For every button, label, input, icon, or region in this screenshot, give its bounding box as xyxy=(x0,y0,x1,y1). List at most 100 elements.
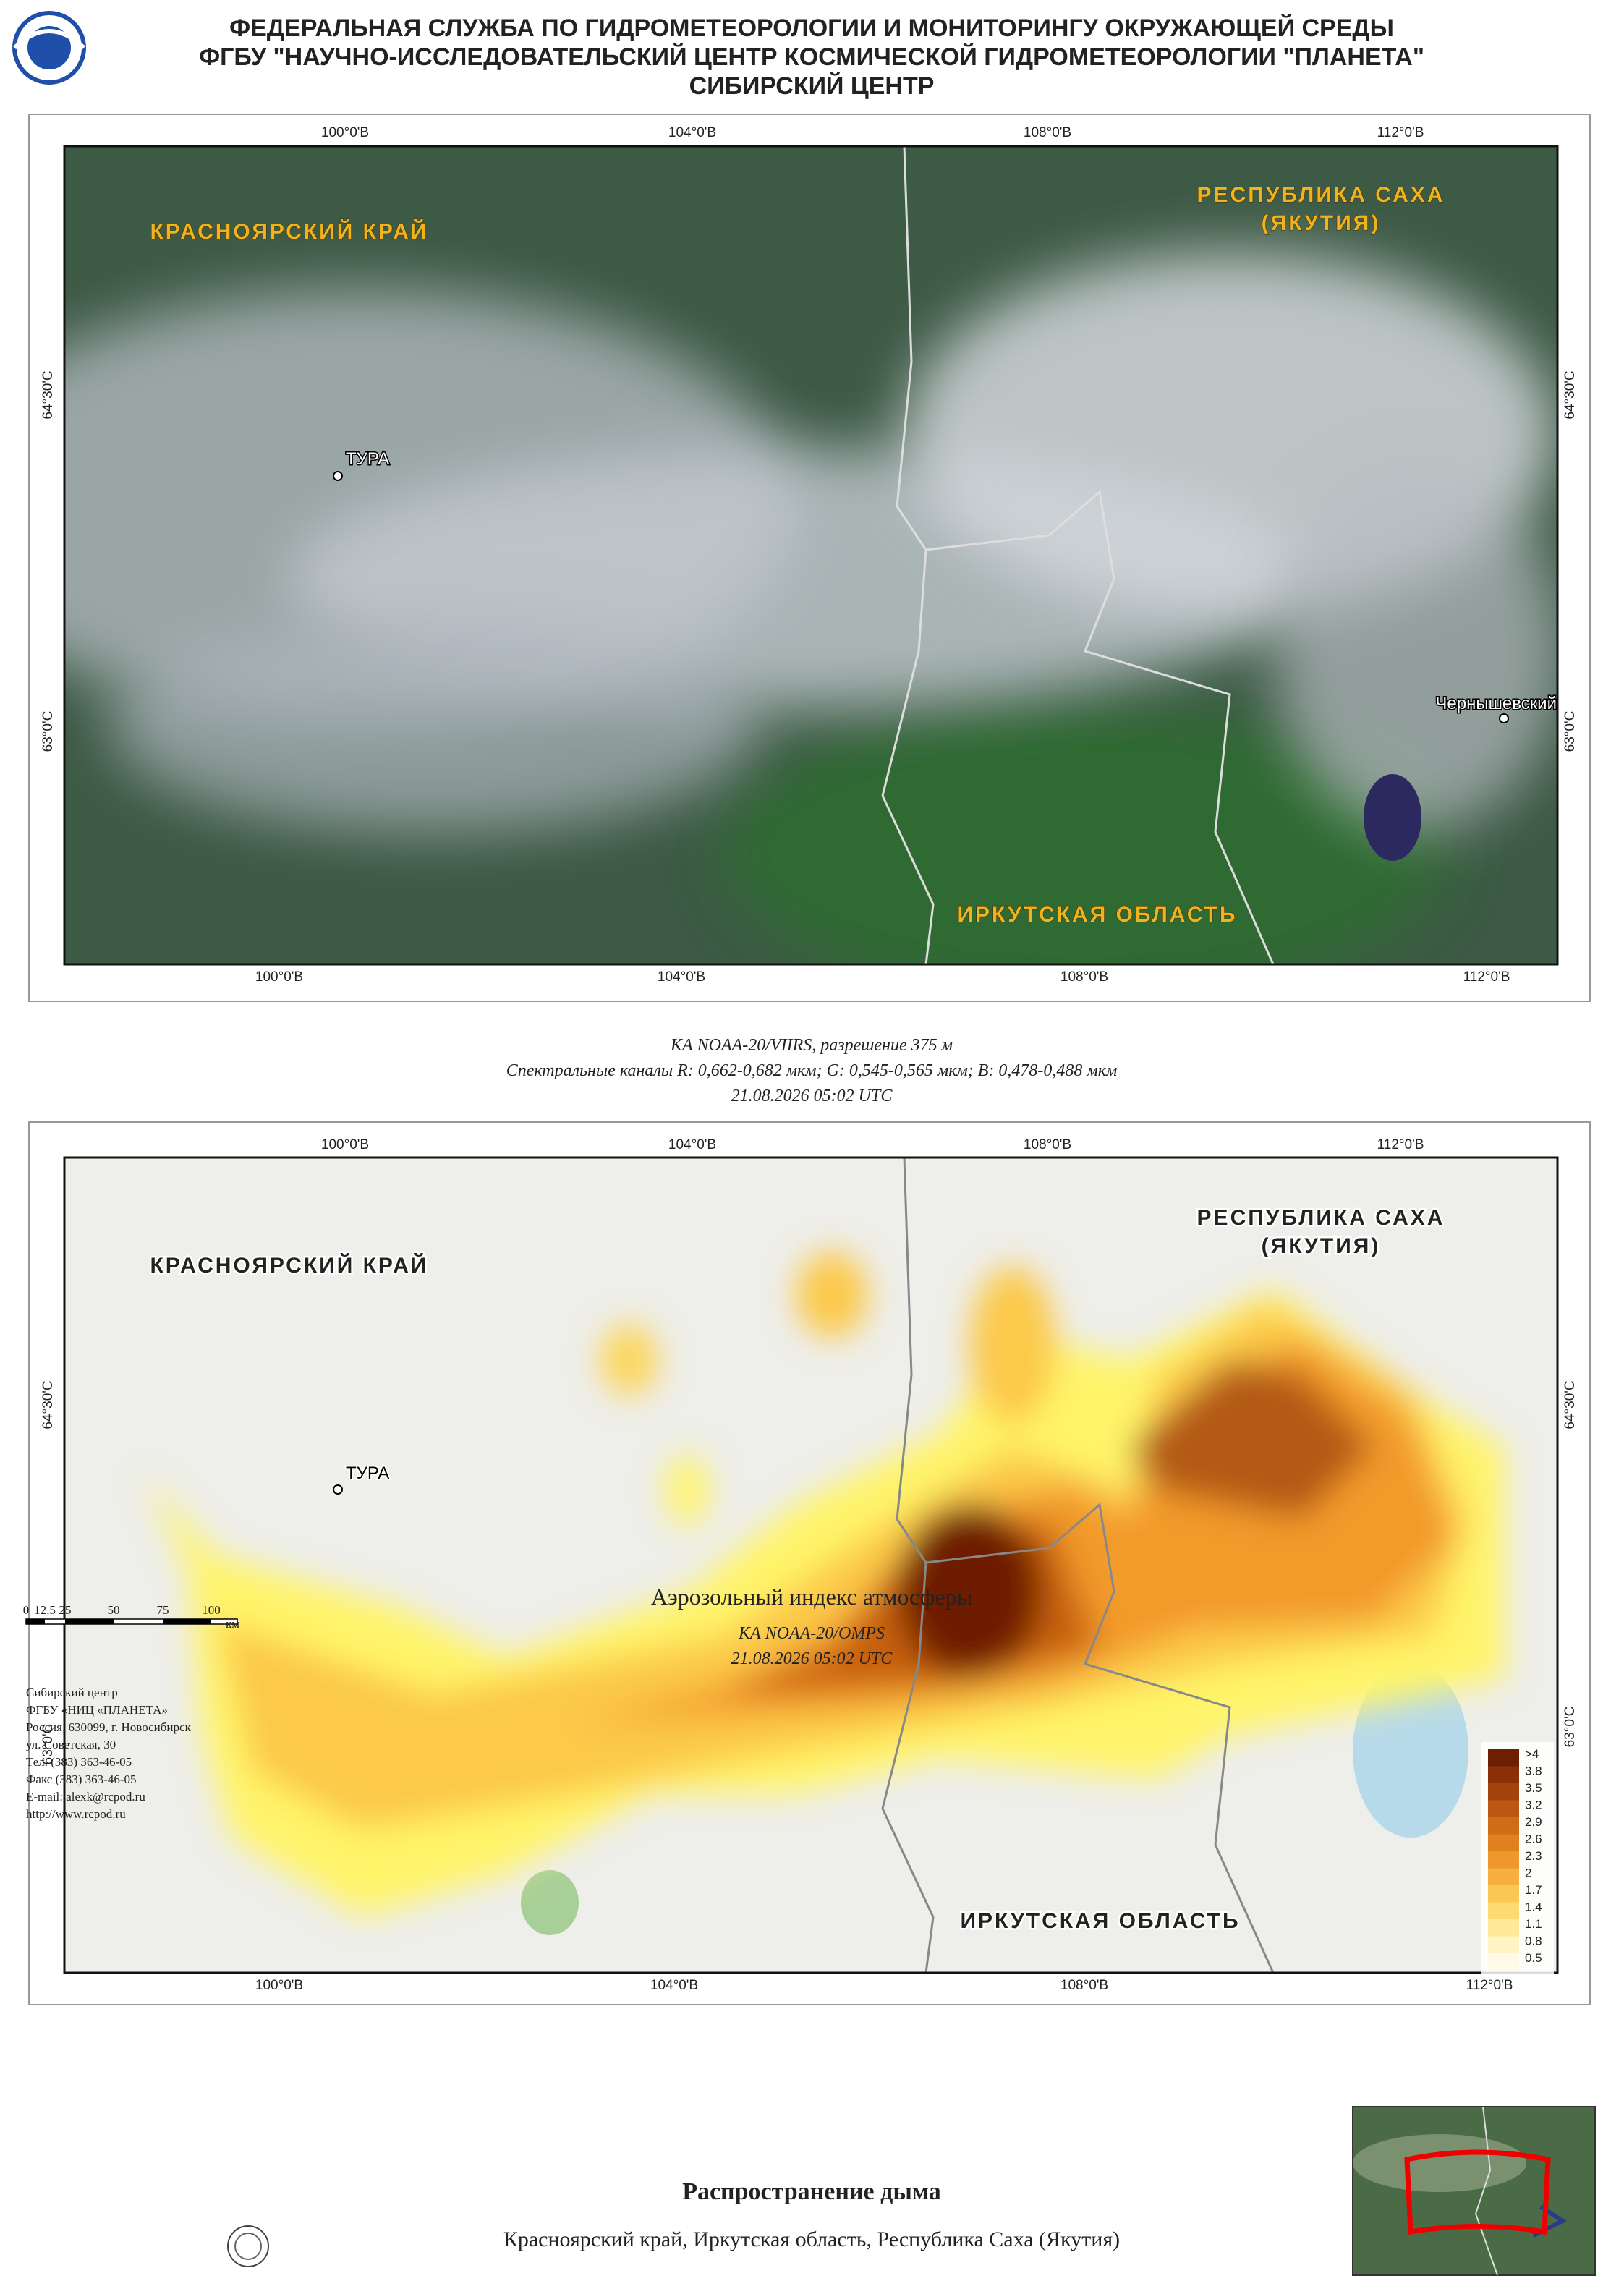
town-label: ТУРА xyxy=(346,1464,389,1483)
grid-label: 112°0'В xyxy=(1377,1137,1424,1152)
header-line: СИБИРСКИЙ ЦЕНТР xyxy=(689,72,935,100)
map-border xyxy=(63,1156,1559,1974)
legend-label: 0.8 xyxy=(1525,1934,1542,1948)
legend-swatch xyxy=(1488,1749,1519,1767)
grid-label: 112°0'В xyxy=(1466,1978,1513,1993)
footer-line: Факс (383) 363-46-05 xyxy=(26,1772,137,1786)
product-subtitle: Красноярский край, Иркутская область, Ре… xyxy=(503,2227,1120,2251)
legend-swatch xyxy=(1488,1936,1519,1953)
inset-map xyxy=(1352,2106,1596,2276)
legend-swatch xyxy=(1488,1817,1519,1835)
legend-label: 1.4 xyxy=(1525,1900,1542,1914)
town-label: ТУРА xyxy=(346,449,389,469)
grid-label: 100°0'В xyxy=(321,125,369,140)
footer-line: Сибирский центр xyxy=(26,1686,118,1699)
legend-swatch xyxy=(1488,1800,1519,1817)
footer-line: ФГБУ «НИЦ «ПЛАНЕТА» xyxy=(26,1703,168,1717)
region-label: КРАСНОЯРСКИЙ КРАЙ xyxy=(150,1253,428,1278)
legend-swatch xyxy=(1488,1851,1519,1869)
legend-label: >4 xyxy=(1525,1747,1539,1761)
region-label: ИРКУТСКАЯ ОБЛАСТЬ xyxy=(960,1909,1240,1933)
legend-label: 3.8 xyxy=(1525,1764,1542,1778)
legend-label: 2.6 xyxy=(1525,1832,1542,1846)
footer-line: Тел. (383) 363-46-05 xyxy=(26,1755,132,1769)
legend-label: 3.2 xyxy=(1525,1798,1542,1812)
grid-label: 108°0'В xyxy=(1060,969,1108,985)
footer-line: http://www.rcpod.ru xyxy=(26,1807,126,1821)
legend-label: 1.7 xyxy=(1525,1883,1542,1897)
scale-label: 50 xyxy=(108,1603,120,1617)
caption: 21.08.2026 05:02 UTC xyxy=(731,1649,893,1668)
legend-swatch xyxy=(1488,1902,1519,1919)
scale-unit: км xyxy=(226,1617,239,1631)
legend-swatch xyxy=(1488,1885,1519,1903)
header-line: ФЕДЕРАЛЬНАЯ СЛУЖБА ПО ГИДРОМЕТЕОРОЛОГИИ … xyxy=(229,14,1394,42)
grid-label: 104°0'В xyxy=(658,969,705,985)
legend-swatch xyxy=(1488,1953,1519,1971)
scale-label: 75 xyxy=(157,1603,169,1617)
grid-label: 108°0'В xyxy=(1024,125,1071,140)
grid-label: 100°0'В xyxy=(255,969,303,985)
caption-title: Аэрозольный индекс атмосферы xyxy=(651,1584,972,1610)
legend-label: 2.9 xyxy=(1525,1815,1542,1829)
caption: КА NOAA-20/OMPS xyxy=(738,1624,885,1643)
grid-label: 100°0'В xyxy=(255,1978,303,1993)
grid-label: 63°0'С xyxy=(1563,711,1578,752)
legend-label: 1.1 xyxy=(1525,1917,1542,1931)
region-label: КРАСНОЯРСКИЙ КРАЙ xyxy=(150,219,428,244)
iso-badge xyxy=(227,2225,269,2267)
grid-label: 64°30'С xyxy=(41,370,56,419)
grid-label: 63°0'С xyxy=(41,1724,56,1765)
caption: Спектральные каналы R: 0,662-0,682 мкм; … xyxy=(506,1061,1118,1080)
scale-segment xyxy=(26,1619,45,1624)
footer-line: ул. Советская, 30 xyxy=(26,1738,116,1751)
scale-label: 100 xyxy=(202,1603,221,1617)
grid-label: 112°0'В xyxy=(1377,125,1424,140)
grid-label: 104°0'В xyxy=(650,1978,698,1993)
grid-label: 108°0'В xyxy=(1024,1137,1071,1152)
legend-label: 3.5 xyxy=(1525,1781,1542,1795)
map-border xyxy=(63,145,1559,966)
region-label: ИРКУТСКАЯ ОБЛАСТЬ xyxy=(957,903,1237,927)
grid-label: 112°0'В xyxy=(1463,969,1510,985)
scale-label: 0 xyxy=(23,1603,30,1617)
grid-label: 63°0'С xyxy=(41,711,56,752)
product-title: Распространение дыма xyxy=(682,2178,941,2205)
scale-segment xyxy=(163,1619,211,1624)
grid-label: 104°0'В xyxy=(668,1137,716,1152)
scale-label: 12,5 xyxy=(34,1603,56,1617)
town-label: Чернышевский xyxy=(1435,694,1557,713)
grid-label: 64°30'С xyxy=(1563,370,1578,419)
grid-label: 64°30'С xyxy=(41,1380,56,1429)
legend-swatch xyxy=(1488,1766,1519,1783)
header-line: ФГБУ "НАУЧНО-ИССЛЕДОВАТЕЛЬСКИЙ ЦЕНТР КОС… xyxy=(199,43,1424,71)
legend-swatch xyxy=(1488,1919,1519,1937)
region-label: РЕСПУБЛИКА САХА xyxy=(1197,1206,1445,1230)
scale-segment xyxy=(65,1619,114,1624)
legend-label: 2.3 xyxy=(1525,1849,1542,1863)
grid-label: 63°0'С xyxy=(1563,1707,1578,1748)
town-marker xyxy=(1499,713,1509,723)
legend-swatch xyxy=(1488,1834,1519,1851)
grid-label: 108°0'В xyxy=(1060,1978,1108,1993)
aerosol-map xyxy=(64,1157,1557,1973)
legend-swatch xyxy=(1488,1868,1519,1885)
grid-label: 104°0'В xyxy=(668,125,716,140)
town-marker xyxy=(333,471,343,481)
grid-label: 64°30'С xyxy=(1563,1380,1578,1429)
scale-label: 25 xyxy=(59,1603,72,1617)
grid-label: 100°0'В xyxy=(321,1137,369,1152)
region-label: (ЯКУТИЯ) xyxy=(1262,1234,1381,1258)
footer: Сибирский центр ФГБУ «НИЦ «ПЛАНЕТА» Россия… xyxy=(26,1686,192,1821)
caption: 21.08.2026 05:02 UTC xyxy=(731,1087,893,1105)
legend-swatch xyxy=(1488,1783,1519,1801)
scale-bar: 0 12,5 25 50 75 100 км xyxy=(23,1603,240,1631)
logo xyxy=(12,11,86,85)
footer-line: Россия, 630099, г. Новосибирск xyxy=(26,1720,192,1734)
legend-label: 0.5 xyxy=(1525,1951,1542,1965)
footer-line: E-mail: alexk@rcpod.ru xyxy=(26,1790,145,1804)
region-label: РЕСПУБЛИКА САХА xyxy=(1197,183,1445,207)
legend-label: 2 xyxy=(1525,1866,1531,1880)
legend: >4 3.8 3.5 3.2 2.9 2.6 2.3 2 1.7 1.4 1.1 0.8 0.5 xyxy=(1481,1742,1554,1976)
